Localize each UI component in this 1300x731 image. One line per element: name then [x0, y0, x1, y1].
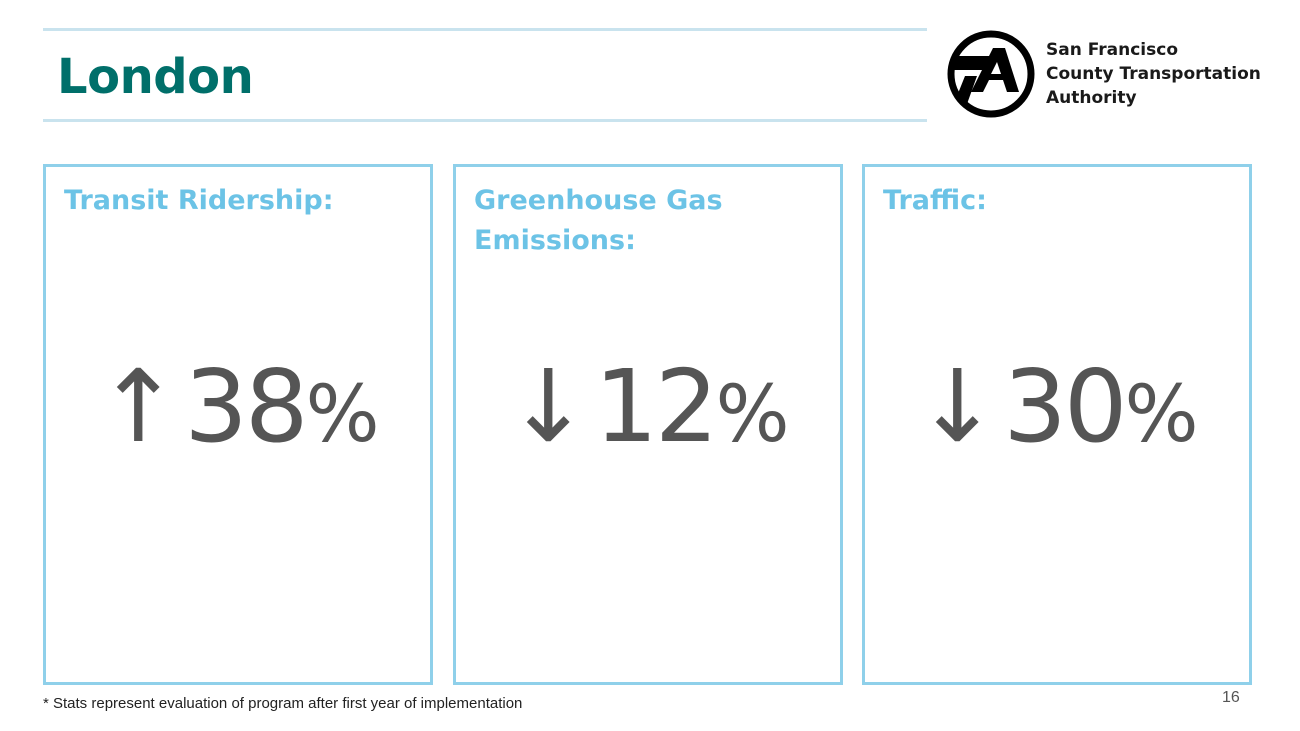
header-bottom-rule: [43, 119, 927, 122]
sfcta-logo-icon: [947, 30, 1035, 118]
stat-value: ↓30%: [865, 347, 1249, 475]
org-name-line-2: County Transportation: [1046, 64, 1261, 84]
stat-number: 30%: [1003, 347, 1198, 475]
org-name-line-1: San Francisco: [1046, 40, 1178, 60]
stat-panel-traffic: Traffic: ↓30%: [862, 164, 1252, 685]
arrow-up-icon: ↑: [96, 348, 181, 465]
panel-label: Transit Ridership:: [64, 185, 334, 216]
percent-sign: %: [715, 370, 790, 460]
org-name-line-3: Authority: [1046, 88, 1137, 108]
percent-sign: %: [1124, 370, 1199, 460]
stat-digits: 30: [1003, 348, 1127, 465]
organization-name: San Francisco County Transportation Auth…: [1046, 38, 1261, 110]
stat-number: 38%: [184, 347, 379, 475]
stat-digits: 12: [594, 348, 718, 465]
stat-panel-greenhouse-gas: Greenhouse Gas Emissions: ↓12%: [453, 164, 843, 685]
stat-value: ↓12%: [456, 347, 840, 475]
stat-number: 12%: [594, 347, 789, 475]
percent-sign: %: [305, 370, 380, 460]
arrow-down-icon: ↓: [915, 348, 1000, 465]
stat-digits: 38: [184, 348, 308, 465]
header-top-rule: [43, 28, 927, 31]
page-number: 16: [1222, 689, 1240, 706]
stat-panel-transit-ridership: Transit Ridership: ↑38%: [43, 164, 433, 685]
page-title: London: [57, 49, 254, 105]
footnote: * Stats represent evaluation of program …: [43, 695, 523, 712]
stat-value: ↑38%: [46, 347, 430, 475]
arrow-down-icon: ↓: [506, 348, 591, 465]
panel-label: Traffic:: [883, 185, 987, 216]
panel-label: Greenhouse Gas Emissions:: [474, 185, 723, 256]
